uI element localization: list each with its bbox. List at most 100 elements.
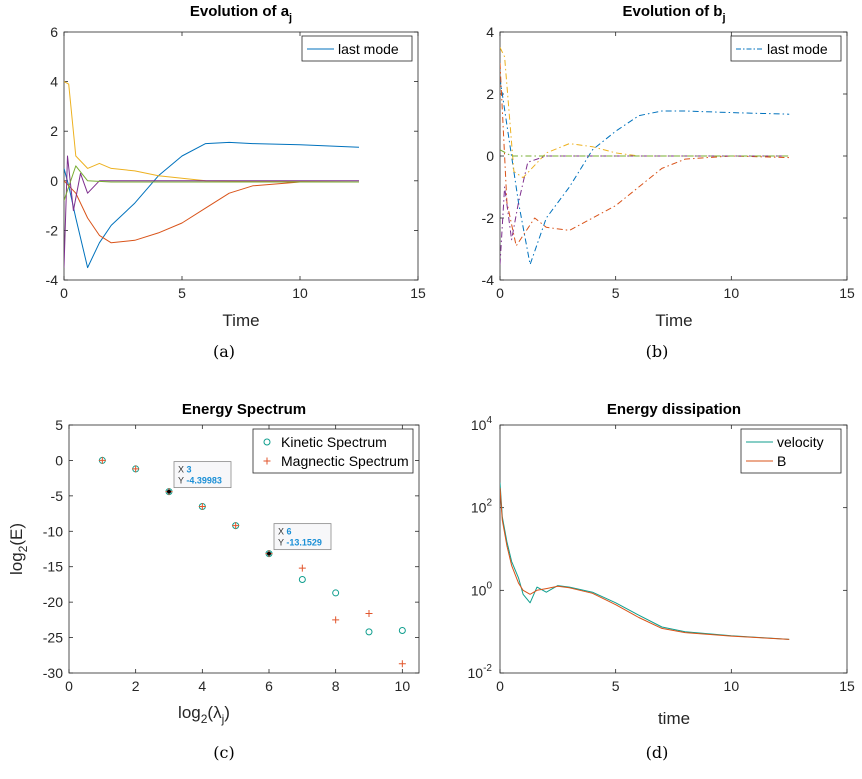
x-tick-label: 5 [178, 285, 186, 301]
y-tick-label: -10 [43, 523, 63, 539]
x-tick-label: 0 [496, 285, 504, 301]
magnetic-point [332, 616, 340, 624]
series-line-1 [64, 180, 359, 244]
x-axis-label: time [658, 709, 690, 728]
y-tick-label: 102 [471, 498, 493, 516]
x-tick-label: 10 [724, 678, 740, 694]
y-tick-label: 4 [50, 74, 58, 90]
chart-panel-c: Energy Spectrum 0 2 4 6 8 10 -30 -25 -20 -15 -10 -5 0… [7, 401, 420, 762]
x-axis-label: Time [222, 311, 259, 330]
magnetic-point [365, 609, 373, 617]
series-line-2 [500, 47, 790, 179]
x-tick-label: 4 [198, 678, 206, 694]
x-tick-label: 10 [724, 285, 740, 301]
plot-area [63, 31, 419, 281]
magnetic-point [298, 564, 306, 572]
y-tick-label: 6 [50, 24, 58, 40]
y-tick-label: 5 [55, 417, 63, 433]
series-line-last-mode [500, 78, 790, 265]
x-tick-label: 8 [332, 678, 340, 694]
datatip-x: X 3 [178, 465, 192, 475]
legend-label: last mode [767, 41, 828, 57]
legend-box [740, 428, 842, 474]
datatip: X 6Y -13.1529 [267, 523, 332, 556]
magnetic-point [198, 502, 206, 510]
series-line-4 [500, 149, 790, 157]
x-tick-label: 0 [496, 678, 504, 694]
series-layer [500, 47, 790, 265]
panel-caption: (a) [213, 342, 235, 361]
x-axis-label: log2(λj) [178, 703, 230, 726]
legend-label: velocity [777, 434, 824, 450]
kinetic-point [365, 628, 373, 636]
y-tick-label: -4 [482, 272, 495, 288]
y-axis-label: log2(E) [7, 523, 30, 575]
legend-marker-circle [263, 438, 271, 446]
y-tick-label: -4 [46, 272, 59, 288]
series-line-2 [64, 81, 360, 183]
series-line-last-mode [64, 141, 360, 269]
legend: Kinetic Spectrum Magnectic Spectrum [252, 428, 414, 474]
panel-caption: (b) [646, 342, 669, 361]
x-axis-label: Time [655, 311, 692, 330]
panel-caption: (d) [646, 743, 669, 762]
y-tick-label: 0 [50, 173, 58, 189]
y-tick-label: 2 [50, 123, 58, 139]
y-tick-label: -2 [46, 222, 59, 238]
legend-box [252, 428, 414, 474]
chart-title: Evolution of aj [190, 3, 292, 24]
y-tick-label: -15 [43, 559, 63, 575]
x-tick-label: 15 [839, 285, 855, 301]
legend-label: Kinetic Spectrum [281, 434, 387, 450]
x-tick-label: 15 [410, 285, 426, 301]
chart-panel-b: Evolution of bj 0 5 10 15 -4 -2 0 2 4 Time (b) last … [482, 3, 855, 361]
x-tick-label: 5 [612, 285, 620, 301]
kinetic-point [398, 626, 406, 634]
datatip-marker [267, 551, 271, 556]
y-tick-label: -25 [43, 630, 63, 646]
y-tick-label: 100 [471, 580, 493, 598]
series-line-b [500, 487, 790, 640]
series-line-3 [500, 155, 790, 265]
kinetic-point [298, 575, 306, 583]
y-tick-label: -20 [43, 594, 63, 610]
series-layer [500, 482, 790, 640]
datatip: X 3Y -4.39983 [167, 461, 232, 494]
x-tick-label: 15 [839, 678, 855, 694]
chart-panel-a: Evolution of aj 0 5 10 15 -4 -2 0 2 4 6 Time (a) last… [46, 3, 426, 361]
chart-panel-d: Energy dissipation 0 5 10 15 10-2 100 102 104 tim… [468, 401, 855, 762]
y-tick-label: 2 [486, 86, 494, 102]
x-tick-label: 0 [60, 285, 68, 301]
series-layer [98, 456, 406, 668]
legend-label: B [777, 453, 786, 469]
y-tick-label: -30 [43, 665, 63, 681]
datatip-box [273, 523, 332, 551]
legend-label: last mode [338, 41, 399, 57]
series-line-4 [64, 165, 359, 201]
x-tick-label: 5 [612, 678, 620, 694]
datatip-y: Y -13.1529 [278, 538, 322, 548]
chart-title: Energy Spectrum [182, 401, 306, 418]
legend: velocity B [740, 428, 842, 474]
magnetic-point [132, 465, 140, 473]
datatip-y: Y -4.39983 [178, 476, 222, 486]
y-tick-label: 10-2 [468, 663, 493, 681]
kinetic-point [332, 589, 340, 597]
x-tick-label: 10 [292, 285, 308, 301]
series-line-1 [500, 62, 790, 247]
magnetic-point [98, 456, 106, 464]
legend: last mode [730, 35, 842, 62]
datatip-x: X 6 [278, 527, 292, 537]
series-layer [64, 81, 360, 269]
chart-title: Evolution of bj [622, 3, 725, 24]
datatip-marker [167, 489, 171, 494]
series-line-velocity [500, 482, 790, 640]
chart-title: Energy dissipation [607, 401, 741, 418]
y-tick-label: 4 [486, 24, 494, 40]
y-tick-label: 104 [471, 415, 493, 433]
x-tick-label: 2 [132, 678, 140, 694]
x-tick-label: 0 [65, 678, 73, 694]
legend: last mode [301, 35, 413, 62]
datatip-box [173, 461, 232, 489]
